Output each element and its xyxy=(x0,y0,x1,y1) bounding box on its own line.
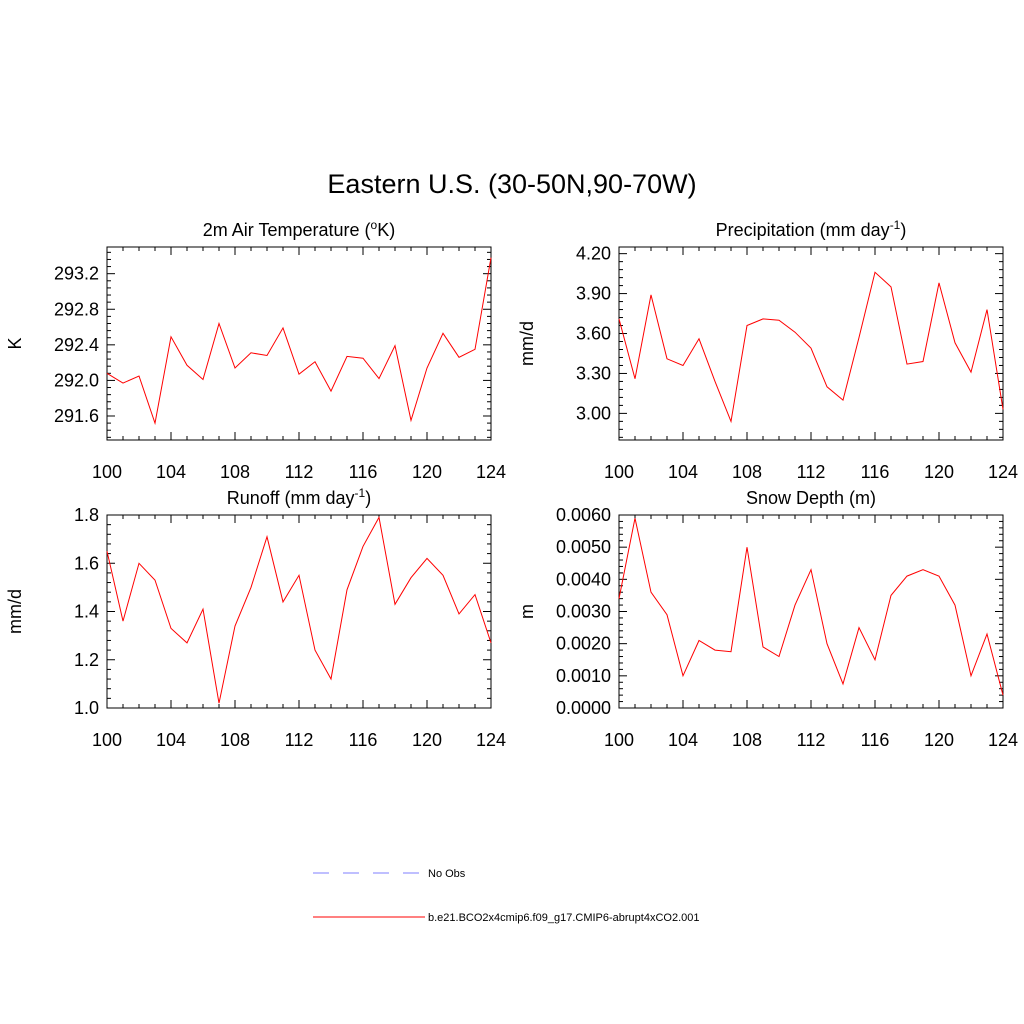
y-tick-label: 0.0060 xyxy=(556,505,611,525)
x-tick-label: 124 xyxy=(988,730,1018,750)
x-tick-label: 104 xyxy=(668,462,698,482)
plot-frame xyxy=(106,246,492,441)
y-axis-label: m xyxy=(517,604,537,619)
x-tick-label: 120 xyxy=(924,730,954,750)
panel-title-text: 2m Air Temperature ( xyxy=(203,220,371,240)
panel-title: 2m Air Temperature (oK) xyxy=(203,218,395,240)
panel-3: Runoff (mm day-1) mm/d 100 104 108 112 116 120 1… xyxy=(5,486,506,750)
x-tick-label: 120 xyxy=(412,730,442,750)
panel-title-suffix: ) xyxy=(365,488,371,508)
data-line xyxy=(106,515,492,704)
y-tick-label: 3.90 xyxy=(576,284,611,304)
panel-title-superscript: -1 xyxy=(355,486,366,500)
data-line xyxy=(618,271,1004,424)
y-tick-label: 0.0010 xyxy=(556,666,611,686)
y-tick-label: 0.0000 xyxy=(556,698,611,718)
x-tick-label: 116 xyxy=(349,462,378,482)
y-axis-label: mm/d xyxy=(5,589,25,634)
y-tick-label: 292.0 xyxy=(54,370,99,390)
panel-4: Snow Depth (m) m 100 104 108 112 116 120 124 0.00… xyxy=(517,488,1018,750)
panel-title-superscript: o xyxy=(371,218,378,232)
y-tick-label: 3.00 xyxy=(576,403,611,423)
x-tick-label: 112 xyxy=(797,462,826,482)
plot-frame xyxy=(618,246,1004,441)
y-axis-label: K xyxy=(5,337,25,349)
legend-label-no-obs: No Obs xyxy=(428,868,466,880)
x-tick-label: 108 xyxy=(220,462,250,482)
panel-title-text: Runoff (mm day xyxy=(227,488,355,508)
y-tick-label: 0.0050 xyxy=(556,537,611,557)
y-tick-label: 0.0030 xyxy=(556,602,611,622)
x-tick-label: 100 xyxy=(604,730,634,750)
x-tick-label: 116 xyxy=(861,730,890,750)
panel-title-superscript: -1 xyxy=(890,218,901,232)
x-tick-label: 112 xyxy=(797,730,826,750)
x-tick-label: 124 xyxy=(476,730,506,750)
legend: No Obs b.e21.BCO2x4cmip6.f09_g17.CMIP6-a… xyxy=(313,868,700,924)
x-tick-label: 104 xyxy=(156,730,186,750)
plot-frame xyxy=(106,514,492,709)
panel-title-suffix: K) xyxy=(377,220,395,240)
x-tick-label: 100 xyxy=(92,730,122,750)
y-tick-label: 3.60 xyxy=(576,324,611,344)
y-tick-label: 292.4 xyxy=(54,335,99,355)
x-tick-label: 112 xyxy=(285,462,314,482)
y-tick-label: 4.20 xyxy=(576,244,611,264)
panel-title-suffix: ) xyxy=(900,220,906,240)
y-tick-label: 291.6 xyxy=(54,406,99,426)
x-tick-label: 108 xyxy=(220,730,250,750)
panel-title: Snow Depth (m) xyxy=(746,488,876,508)
x-tick-label: 116 xyxy=(349,730,378,750)
panel-title: Precipitation (mm day-1) xyxy=(716,218,907,240)
panel-2: Precipitation (mm day-1) mm/d 100 104 108 112… xyxy=(517,218,1018,482)
x-tick-label: 100 xyxy=(604,462,634,482)
y-tick-label: 1.2 xyxy=(74,650,99,670)
x-tick-label: 104 xyxy=(668,730,698,750)
y-tick-label: 293.2 xyxy=(54,264,99,284)
panel-title-text: Snow Depth (m) xyxy=(746,488,876,508)
y-tick-label: 292.8 xyxy=(54,299,99,319)
legend-label-model: b.e21.BCO2x4cmip6.f09_g17.CMIP6-abrupt4x… xyxy=(428,912,700,924)
y-tick-label: 1.8 xyxy=(74,505,99,525)
y-tick-label: 1.0 xyxy=(74,698,99,718)
x-tick-label: 120 xyxy=(924,462,954,482)
x-tick-label: 120 xyxy=(412,462,442,482)
x-tick-label: 112 xyxy=(285,730,314,750)
y-axis-label: mm/d xyxy=(517,321,537,366)
x-tick-label: 124 xyxy=(476,462,506,482)
y-tick-label: 1.6 xyxy=(74,553,99,573)
y-tick-label: 0.0020 xyxy=(556,634,611,654)
data-line xyxy=(618,518,1004,696)
x-tick-label: 116 xyxy=(861,462,890,482)
panel-title-text: Precipitation (mm day xyxy=(716,220,890,240)
data-line xyxy=(106,257,492,426)
plot-frame xyxy=(618,514,1004,709)
x-tick-label: 100 xyxy=(92,462,122,482)
y-tick-label: 0.0040 xyxy=(556,569,611,589)
x-tick-label: 108 xyxy=(732,462,762,482)
x-tick-label: 124 xyxy=(988,462,1018,482)
panel-title: Runoff (mm day-1) xyxy=(227,486,371,508)
figure-title: Eastern U.S. (30-50N,90-70W) xyxy=(327,169,696,199)
y-tick-label: 3.30 xyxy=(576,363,611,383)
x-tick-label: 104 xyxy=(156,462,186,482)
panel-1: 2m Air Temperature (oK) K 100 104 108 112 116 1… xyxy=(5,218,506,482)
y-tick-label: 1.4 xyxy=(74,602,99,622)
x-tick-label: 108 xyxy=(732,730,762,750)
